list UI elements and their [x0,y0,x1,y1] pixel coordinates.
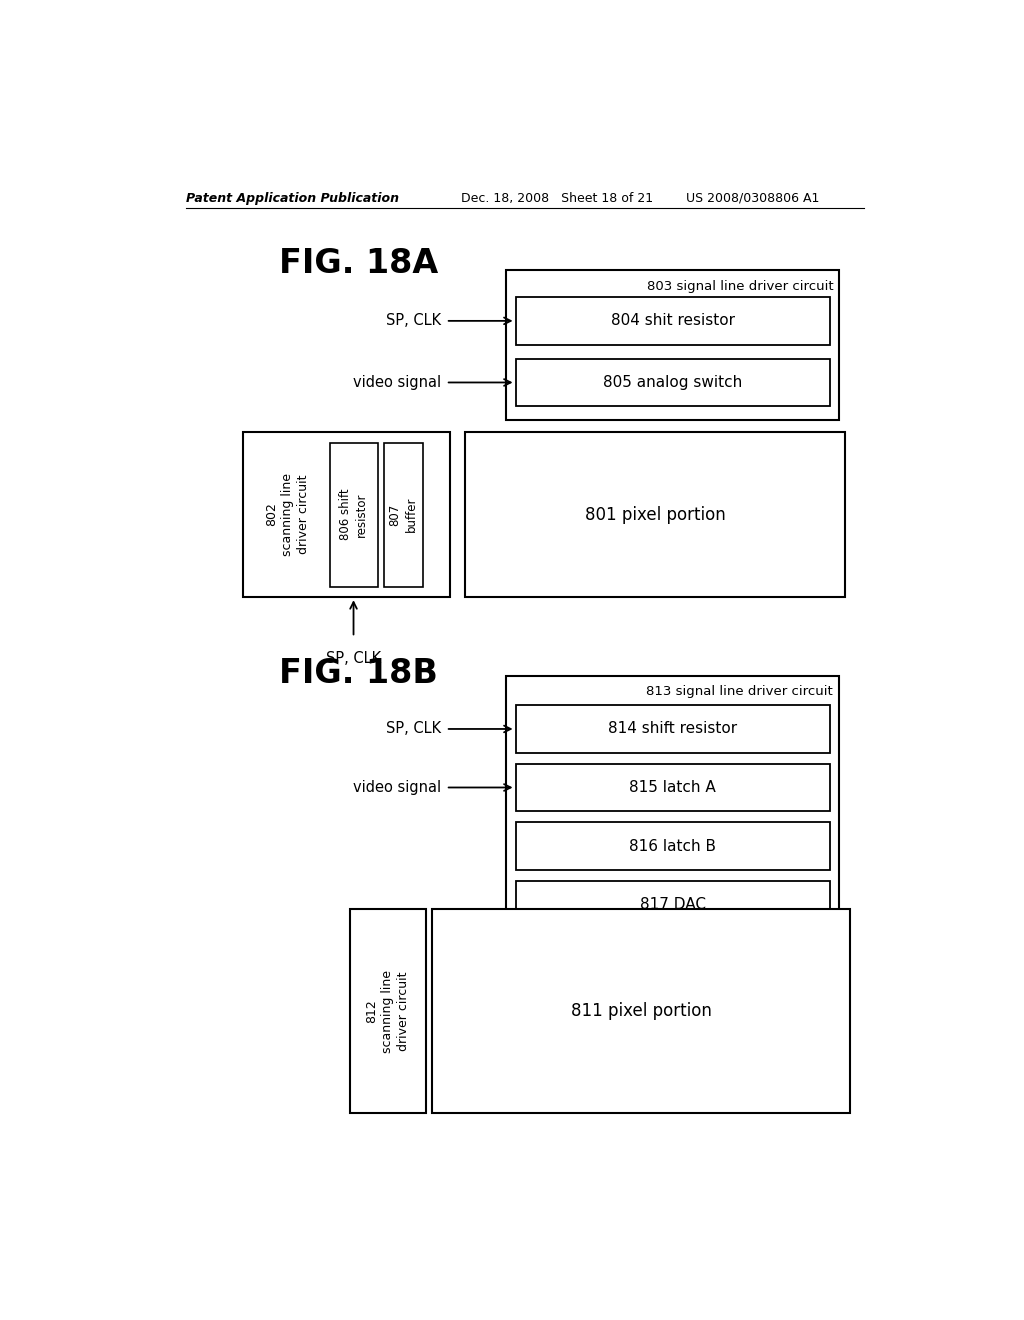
Text: 814 shift resistor: 814 shift resistor [608,722,737,737]
Text: 807
buffer: 807 buffer [389,496,418,532]
Text: US 2008/0308806 A1: US 2008/0308806 A1 [686,191,819,205]
Text: 815 latch A: 815 latch A [630,780,716,795]
Bar [384,442,423,586]
Text: video signal: video signal [353,780,441,795]
Text: 816 latch B: 816 latch B [630,838,717,854]
Bar [506,676,840,940]
Bar [349,909,426,1113]
Text: 803 signal line driver circuit: 803 signal line driver circuit [646,280,834,293]
Text: 806 shift
resistor: 806 shift resistor [339,488,368,540]
Text: 804 shit resistor: 804 shit resistor [611,313,735,329]
Bar [515,705,830,752]
Bar [243,432,451,597]
Text: 801 pixel portion: 801 pixel portion [585,506,725,524]
Text: 811 pixel portion: 811 pixel portion [570,1002,712,1020]
Text: SP, CLK: SP, CLK [386,313,441,329]
Text: 812
scanning line
driver circuit: 812 scanning line driver circuit [366,970,411,1052]
Bar [515,880,830,928]
Text: FIG. 18B: FIG. 18B [280,657,438,690]
Bar [515,297,830,345]
Bar [515,763,830,812]
Bar [465,432,845,597]
Bar [515,822,830,870]
Text: 802
scanning line
driver circuit: 802 scanning line driver circuit [265,473,310,556]
Text: 813 signal line driver circuit: 813 signal line driver circuit [646,685,834,698]
Text: SP, CLK: SP, CLK [386,722,441,737]
Text: 817 DAC: 817 DAC [640,898,706,912]
Text: FIG. 18A: FIG. 18A [280,247,438,280]
Text: SP, CLK: SP, CLK [326,651,381,667]
Text: video signal: video signal [353,375,441,389]
Text: Patent Application Publication: Patent Application Publication [186,191,399,205]
Bar [432,909,850,1113]
Text: 805 analog switch: 805 analog switch [603,375,742,389]
Bar [506,271,840,420]
Text: Dec. 18, 2008   Sheet 18 of 21: Dec. 18, 2008 Sheet 18 of 21 [461,191,653,205]
Bar [515,359,830,407]
Bar [330,442,378,586]
